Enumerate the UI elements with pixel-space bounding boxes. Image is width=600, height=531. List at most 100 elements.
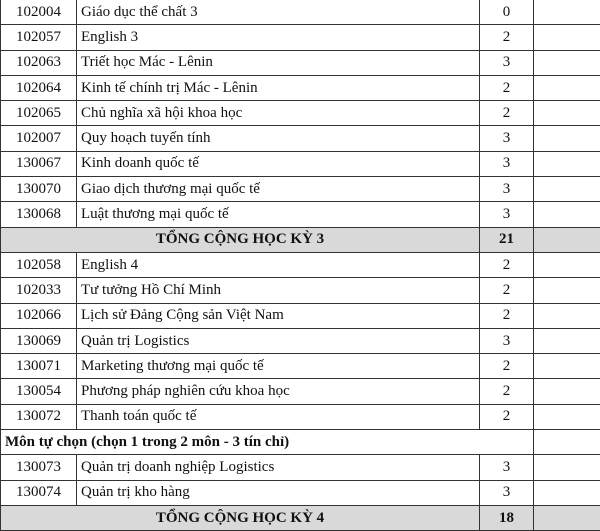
course-credits: 3: [479, 125, 534, 152]
course-note: [533, 479, 600, 506]
semester-total-row: TỔNG CỘNG HỌC KỲ 4 18: [0, 504, 600, 531]
course-name: Phương pháp nghiên cứu khoa học: [76, 378, 480, 405]
course-code: 102064: [0, 74, 77, 102]
semester-total-label: TỔNG CỘNG HỌC KỲ 3: [0, 226, 480, 253]
course-code: 130074: [0, 479, 77, 506]
course-credits: 2: [479, 277, 534, 304]
semester-total-note: [533, 504, 600, 531]
course-row: 130072 Thanh toán quốc tế 2: [0, 403, 600, 431]
course-code: 130054: [0, 378, 77, 405]
course-code: 102063: [0, 49, 77, 76]
course-row: 130067 Kinh doanh quốc tế 3: [0, 150, 600, 178]
course-row: 130054 Phương pháp nghiên cứu khoa học 2: [0, 378, 600, 405]
course-name: Marketing thương mại quốc tế: [76, 353, 480, 380]
course-credits: 2: [479, 100, 534, 127]
course-row: 102064 Kinh tế chính trị Mác - Lênin 2: [0, 74, 600, 102]
course-code: 130072: [0, 403, 77, 431]
course-name: Luật thương mại quốc tế: [76, 201, 480, 228]
course-code: 102057: [0, 24, 77, 51]
course-row: 130070 Giao dịch thương mại quốc tế 3: [0, 176, 600, 203]
course-name: Quản trị kho hàng: [76, 479, 480, 506]
course-credits: 3: [479, 150, 534, 178]
elective-note: [533, 429, 600, 456]
semester-total-credits: 18: [479, 504, 534, 531]
course-note: [533, 100, 600, 127]
course-name: Triết học Mác - Lênin: [76, 49, 480, 76]
elective-label: Môn tự chọn (chọn 1 trong 2 môn - 3 tín …: [0, 429, 534, 456]
course-row: 102007 Quy hoạch tuyến tính 3: [0, 125, 600, 152]
course-code: 130069: [0, 327, 77, 355]
course-note: [533, 277, 600, 304]
course-note: [533, 176, 600, 203]
course-note: [533, 454, 600, 481]
course-credits: 0: [479, 0, 534, 26]
course-name: Quản trị doanh nghiệp Logistics: [76, 454, 480, 481]
course-credits: 3: [479, 176, 534, 203]
course-credits: 3: [479, 479, 534, 506]
course-note: [533, 24, 600, 51]
course-code: 130068: [0, 201, 77, 228]
course-code: 102033: [0, 277, 77, 304]
course-credits: 2: [479, 74, 534, 102]
course-name: English 3: [76, 24, 480, 51]
course-name: Giáo dục thể chất 3: [76, 0, 480, 26]
semester-total-credits: 21: [479, 226, 534, 253]
course-code: 102007: [0, 125, 77, 152]
course-credits: 2: [479, 378, 534, 405]
course-note: [533, 378, 600, 405]
semester-total-note: [533, 226, 600, 253]
course-row: 102065 Chủ nghĩa xã hội khoa học 2: [0, 100, 600, 127]
course-note: [533, 49, 600, 76]
course-note: [533, 0, 600, 26]
course-name: Quy hoạch tuyến tính: [76, 125, 480, 152]
course-code: 102066: [0, 302, 77, 329]
course-credits: 2: [479, 353, 534, 380]
course-name: Giao dịch thương mại quốc tế: [76, 176, 480, 203]
course-code: 130070: [0, 176, 77, 203]
course-credits: 3: [479, 327, 534, 355]
course-row: 130069 Quản trị Logistics 3: [0, 327, 600, 355]
course-code: 130071: [0, 353, 77, 380]
course-credits: 2: [479, 302, 534, 329]
course-note: [533, 353, 600, 380]
course-row: 130073 Quản trị doanh nghiệp Logistics 3: [0, 454, 600, 481]
course-row: 130071 Marketing thương mại quốc tế 2: [0, 353, 600, 380]
course-credits: 3: [479, 49, 534, 76]
course-code: 130067: [0, 150, 77, 178]
course-credits: 2: [479, 24, 534, 51]
course-row: 130068 Luật thương mại quốc tế 3: [0, 201, 600, 228]
course-name: Chủ nghĩa xã hội khoa học: [76, 100, 480, 127]
course-credits: 2: [479, 251, 534, 279]
course-note: [533, 403, 600, 431]
course-code: 102004: [0, 0, 77, 26]
course-row: 102033 Tư tưởng Hồ Chí Minh 2: [0, 277, 600, 304]
course-name: Lịch sử Đảng Cộng sản Việt Nam: [76, 302, 480, 329]
course-code: 102058: [0, 251, 77, 279]
course-credits: 2: [479, 403, 534, 431]
semester-total-row: TỔNG CỘNG HỌC KỲ 3 21: [0, 226, 600, 253]
course-row: 130074 Quản trị kho hàng 3: [0, 479, 600, 506]
course-row: 102066 Lịch sử Đảng Cộng sản Việt Nam 2: [0, 302, 600, 329]
course-note: [533, 74, 600, 102]
course-name: Thanh toán quốc tế: [76, 403, 480, 431]
course-name: Kinh doanh quốc tế: [76, 150, 480, 178]
course-name: Kinh tế chính trị Mác - Lênin: [76, 74, 480, 102]
course-credits: 3: [479, 201, 534, 228]
course-note: [533, 150, 600, 178]
course-name: English 4: [76, 251, 480, 279]
course-note: [533, 201, 600, 228]
elective-header-row: Môn tự chọn (chọn 1 trong 2 môn - 3 tín …: [0, 429, 600, 456]
course-note: [533, 125, 600, 152]
course-code: 102065: [0, 100, 77, 127]
course-code: 130073: [0, 454, 77, 481]
course-credits: 3: [479, 454, 534, 481]
course-note: [533, 251, 600, 279]
course-name: Tư tưởng Hồ Chí Minh: [76, 277, 480, 304]
course-name: Quản trị Logistics: [76, 327, 480, 355]
course-row: 102063 Triết học Mác - Lênin 3: [0, 49, 600, 76]
